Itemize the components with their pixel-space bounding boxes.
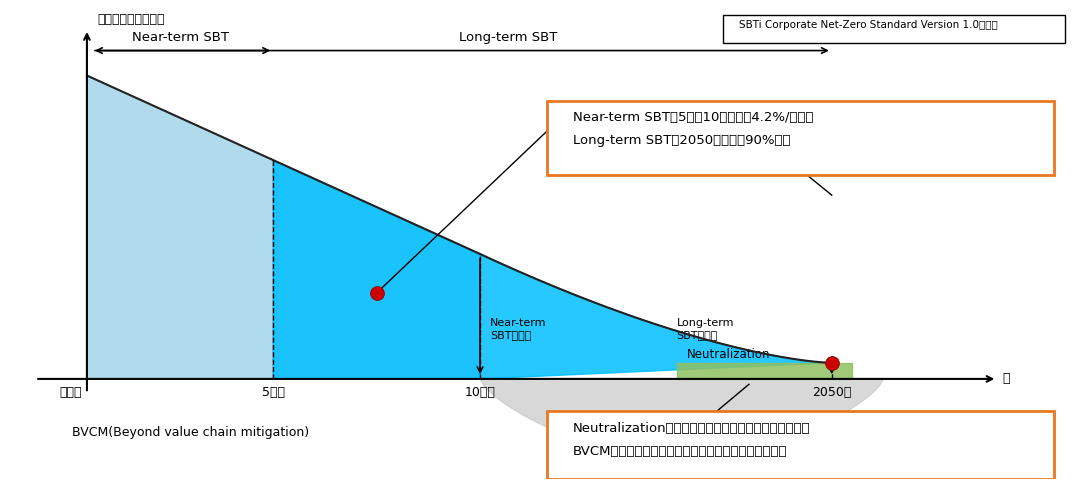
Polygon shape [273,160,480,379]
Text: Long-term
SBT目標年: Long-term SBT目標年 [677,318,734,340]
Text: Neutralization: Neutralization [687,348,770,361]
Text: Near-term
SBT目標年: Near-term SBT目標年 [491,318,547,340]
Polygon shape [480,254,831,379]
Polygon shape [480,379,884,457]
Text: 10年先: 10年先 [465,386,495,399]
Polygon shape [87,75,480,379]
Text: Long-term SBT：2050年までに90%削減: Long-term SBT：2050年までに90%削減 [574,134,790,147]
FancyBboxPatch shape [723,15,1064,43]
Text: Long-term SBT: Long-term SBT [460,31,557,44]
Text: Near-term SBT：5年～10年先まで4.2%/年削減: Near-term SBT：5年～10年先まで4.2%/年削減 [574,111,814,124]
Text: 2050年: 2050年 [812,386,852,399]
Text: BVCM(Beyond value chain mitigation): BVCM(Beyond value chain mitigation) [72,426,309,439]
Text: 5年先: 5年先 [262,386,285,399]
Polygon shape [677,363,853,379]
Text: SBTi Corporate Net-Zero Standard Version 1.0に準拠: SBTi Corporate Net-Zero Standard Version… [739,20,998,30]
Text: Near-term SBT: Near-term SBT [131,31,229,44]
Text: BVCM　　　　：バリューチェーン外での緩和（任意）: BVCM ：バリューチェーン外での緩和（任意） [574,445,787,458]
Text: 温室効果ガス排出量: 温室効果ガス排出量 [98,13,164,26]
Text: 年: 年 [1002,372,1010,385]
Text: Neutralization：残余排出量と炭素除去を釣り合わせる: Neutralization：残余排出量と炭素除去を釣り合わせる [574,422,811,435]
Text: 申請時: 申請時 [59,386,82,399]
FancyBboxPatch shape [548,411,1055,479]
FancyBboxPatch shape [548,100,1055,175]
